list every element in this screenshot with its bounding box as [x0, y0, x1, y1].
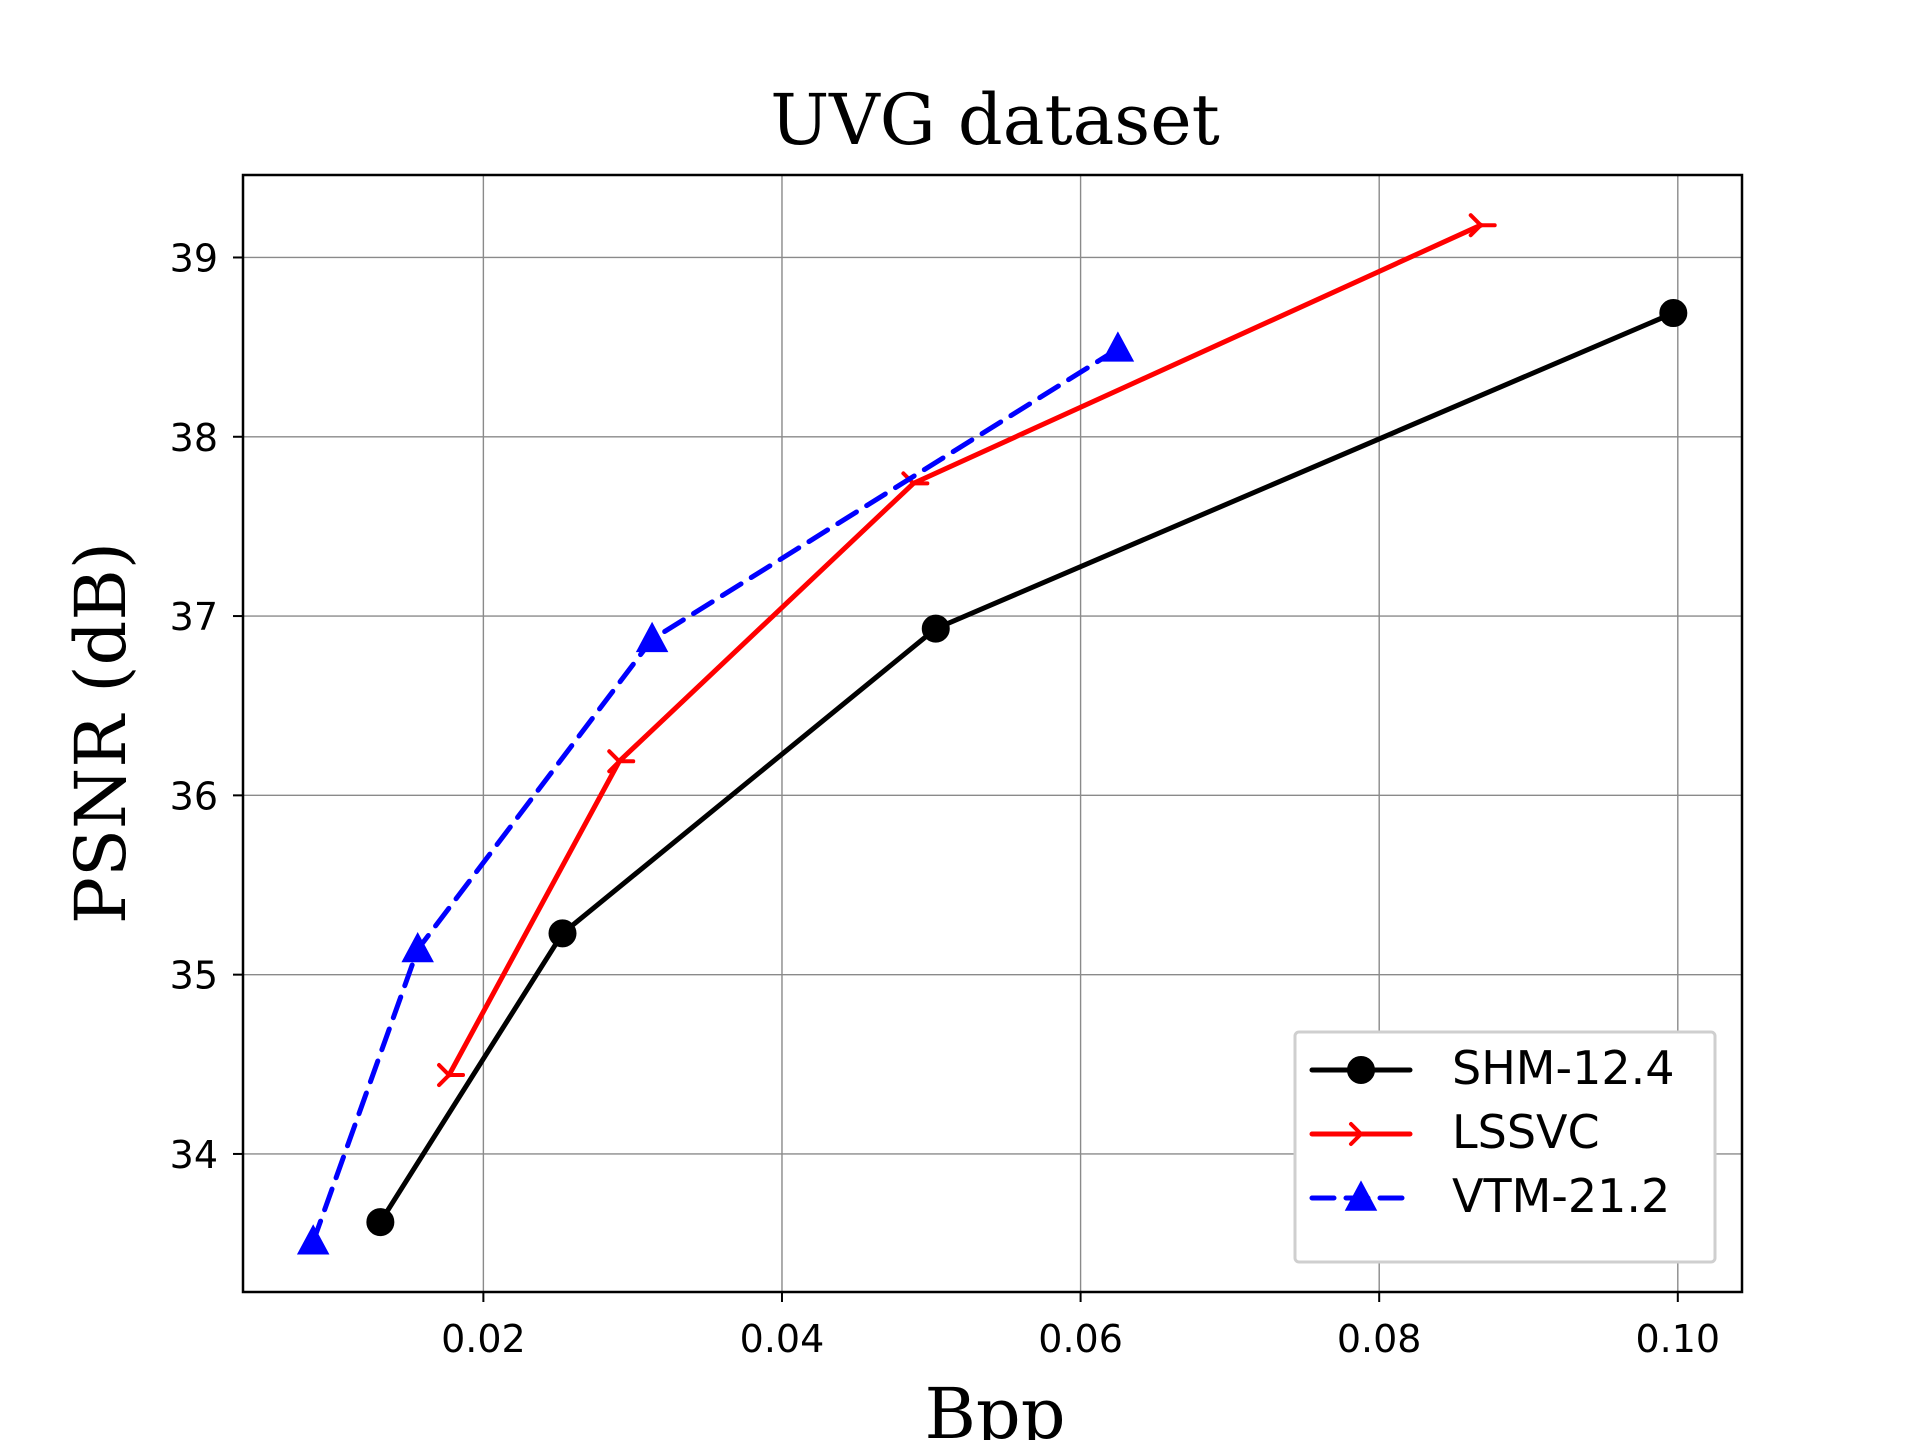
y-tick-label: 34	[170, 1133, 218, 1177]
y-tick-label: 38	[170, 416, 218, 460]
data-point-lssvc	[437, 1063, 466, 1088]
legend-marker-vtm-21-2	[1344, 1180, 1378, 1211]
legend-label-shm-12-4: SHM-12.4	[1452, 1041, 1675, 1095]
data-point-shm-12-4	[548, 919, 577, 948]
series-line-vtm-21-2	[310, 346, 1121, 1245]
y-tick-label: 39	[170, 236, 218, 280]
data-point-vtm-21-2	[635, 621, 669, 653]
series-line-shm-12-4	[377, 310, 1676, 1225]
data-point-shm-12-4	[921, 614, 950, 643]
data-point-lssvc	[901, 471, 930, 496]
data-point-vtm-21-2	[296, 1224, 330, 1255]
legend-label-lssvc: LSSVC	[1452, 1105, 1600, 1159]
series-shm-12-4	[366, 299, 1688, 1237]
series-vtm-21-2	[296, 331, 1135, 1255]
data-point-lssvc	[607, 749, 636, 774]
data-point-vtm-21-2	[1101, 331, 1135, 362]
legend: SHM-12.4 LSSVC VTM-21.2	[1293, 1030, 1717, 1264]
legend-frame	[1293, 1030, 1717, 1264]
data-point-shm-12-4	[1659, 299, 1688, 328]
legend-label-vtm-21-2: VTM-21.2	[1452, 1169, 1670, 1223]
x-tick-label: 0.04	[740, 1317, 825, 1361]
legend-marker-shm-12-4	[1347, 1056, 1375, 1084]
data-point-vtm-21-2	[401, 931, 434, 963]
chart-title: UVG dataset	[770, 79, 1220, 161]
x-tick-label: 0.08	[1337, 1317, 1422, 1361]
x-axis-label: Bpp	[924, 1373, 1065, 1440]
y-axis-label: PSNR (dB)	[60, 542, 142, 924]
y-tick-label: 37	[170, 595, 218, 639]
y-tick-label: 36	[170, 774, 218, 818]
grid-layer	[243, 175, 1742, 1292]
data-point-lssvc	[1468, 213, 1497, 238]
x-tick-label: 0.02	[441, 1317, 526, 1361]
x-tick-label: 0.06	[1038, 1317, 1123, 1361]
series-layer	[296, 213, 1688, 1255]
legend-marker-lssvc	[1349, 1122, 1377, 1146]
series-line-lssvc	[446, 222, 1484, 1078]
axis-layer: 0.02 0.04 0.06 0.08 0.10 34 35 36 37 38 39	[170, 173, 1744, 1361]
y-tick-label: 35	[170, 954, 218, 998]
plot-frame	[241, 173, 1744, 1294]
legend-items: SHM-12.4 LSSVC VTM-21.2	[1309, 1041, 1675, 1223]
data-point-shm-12-4	[366, 1208, 395, 1237]
x-tick-label: 0.10	[1635, 1317, 1720, 1361]
series-lssvc	[437, 213, 1497, 1088]
